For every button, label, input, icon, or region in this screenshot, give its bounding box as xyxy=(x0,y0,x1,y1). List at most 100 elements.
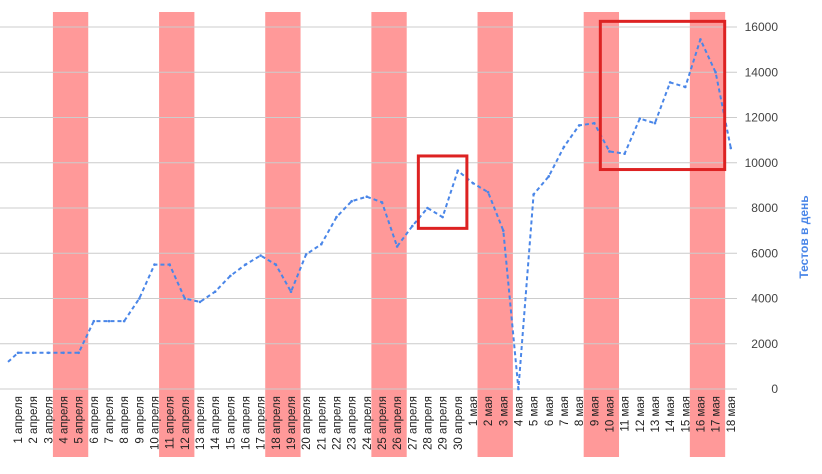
highlight-boxes xyxy=(416,19,727,230)
data-point xyxy=(714,70,717,74)
data-point xyxy=(289,290,293,294)
y-tick-label: 4000 xyxy=(751,292,778,306)
series-layer xyxy=(7,38,733,391)
y-tick-label: 12000 xyxy=(745,111,779,125)
data-point xyxy=(456,169,460,172)
weekend-bands xyxy=(52,12,726,457)
data-point xyxy=(668,81,672,84)
x-tick-label: 16 апреля xyxy=(241,396,253,450)
x-tick-label: 23 апреля xyxy=(347,396,359,450)
x-tick-label: 13 апреля xyxy=(195,396,207,450)
x-tick-label: 14 мая xyxy=(665,396,677,433)
x-tick-label: 11 апреля xyxy=(165,396,177,449)
data-point xyxy=(441,215,444,219)
data-point xyxy=(365,195,369,198)
data-point xyxy=(592,121,596,125)
data-point xyxy=(699,38,702,41)
data-point xyxy=(153,263,156,266)
data-point xyxy=(471,181,475,185)
y-tick-label: 6000 xyxy=(751,246,778,260)
data-point xyxy=(350,199,353,203)
highlight-box xyxy=(598,19,727,172)
x-tick-label: 9 мая xyxy=(589,396,601,426)
data-point xyxy=(608,150,611,153)
x-tick-label: 8 апреля xyxy=(119,396,131,444)
x-axis-ticks: 1 апреля 2 апреля 3 апреля 4 апреля 5 апреля… xyxy=(13,396,738,450)
series-line xyxy=(7,38,732,390)
data-point xyxy=(395,245,399,248)
x-tick-label: 9 апреля xyxy=(134,396,146,444)
data-point xyxy=(335,215,338,219)
y-tick-label: 8000 xyxy=(751,201,778,215)
data-point xyxy=(501,229,505,232)
data-point xyxy=(623,152,626,155)
data-point xyxy=(31,351,35,355)
x-tick-label: 4 мая xyxy=(513,396,525,426)
data-point xyxy=(532,193,535,196)
y-tick-label: 16000 xyxy=(745,20,779,34)
x-tick-label: 25 апреля xyxy=(377,396,389,450)
x-tick-label: 3 мая xyxy=(498,396,510,426)
x-tick-label: 5 мая xyxy=(529,396,541,426)
x-tick-label: 29 апреля xyxy=(438,396,450,450)
y-axis-label: Тестов в день xyxy=(797,195,811,278)
data-point xyxy=(562,145,566,149)
x-tick-label: 28 апреля xyxy=(423,396,435,450)
data-point xyxy=(16,351,20,355)
x-tick-label: 10 мая xyxy=(604,396,616,433)
y-tick-label: 2000 xyxy=(751,337,778,351)
x-tick-label: 24 апреля xyxy=(362,396,374,450)
x-tick-label: 2 апреля xyxy=(28,396,40,444)
data-point xyxy=(683,85,687,89)
x-tick-label: 1 мая xyxy=(468,396,480,426)
x-tick-label: 21 апреля xyxy=(316,396,328,450)
x-tick-label: 11 мая xyxy=(620,396,632,432)
x-tick-label: 15 апреля xyxy=(225,396,237,450)
data-point xyxy=(92,319,96,323)
weekend-band xyxy=(159,12,195,457)
data-point xyxy=(638,117,642,120)
gridlines xyxy=(0,26,737,390)
data-point xyxy=(486,190,490,194)
highlight-box xyxy=(416,154,469,230)
x-tick-label: 6 мая xyxy=(544,396,556,426)
data-point xyxy=(47,351,50,355)
data-point xyxy=(107,319,111,323)
x-tick-label: 5 апреля xyxy=(74,396,86,444)
data-point xyxy=(229,274,232,278)
weekend-band xyxy=(265,12,301,457)
data-point xyxy=(517,387,520,391)
y-tick-label: 10000 xyxy=(745,156,779,170)
x-tick-label: 3 апреля xyxy=(43,396,55,444)
x-tick-label: 12 апреля xyxy=(180,396,192,450)
x-tick-label: 7 апреля xyxy=(104,396,116,444)
weekend-band xyxy=(689,12,726,457)
data-point xyxy=(213,290,217,294)
x-tick-label: 10 апреля xyxy=(150,396,162,450)
x-tick-label: 12 мая xyxy=(635,396,647,433)
x-tick-label: 30 апреля xyxy=(453,396,465,450)
data-point xyxy=(729,146,733,150)
data-point xyxy=(244,263,247,266)
data-point xyxy=(274,263,278,266)
data-point xyxy=(304,253,308,256)
data-point xyxy=(320,242,323,246)
data-point xyxy=(547,175,551,178)
x-tick-label: 2 мая xyxy=(483,396,495,426)
data-point xyxy=(138,297,141,300)
x-tick-label: 7 мая xyxy=(559,396,571,426)
x-tick-label: 6 апреля xyxy=(89,396,101,444)
y-tick-label: 0 xyxy=(771,382,778,396)
y-tick-label: 14000 xyxy=(745,65,779,79)
data-point xyxy=(426,206,429,210)
x-tick-label: 1 апреля xyxy=(13,396,25,444)
x-tick-label: 16 мая xyxy=(695,396,707,433)
weekend-band xyxy=(477,12,513,457)
x-tick-label: 22 апреля xyxy=(332,396,344,450)
data-point xyxy=(183,297,187,300)
x-tick-label: 18 апреля xyxy=(271,396,283,450)
x-tick-label: 17 апреля xyxy=(256,396,268,450)
x-tick-label: 15 мая xyxy=(680,396,692,433)
x-tick-label: 18 мая xyxy=(726,396,738,433)
x-tick-label: 13 мая xyxy=(650,396,662,433)
